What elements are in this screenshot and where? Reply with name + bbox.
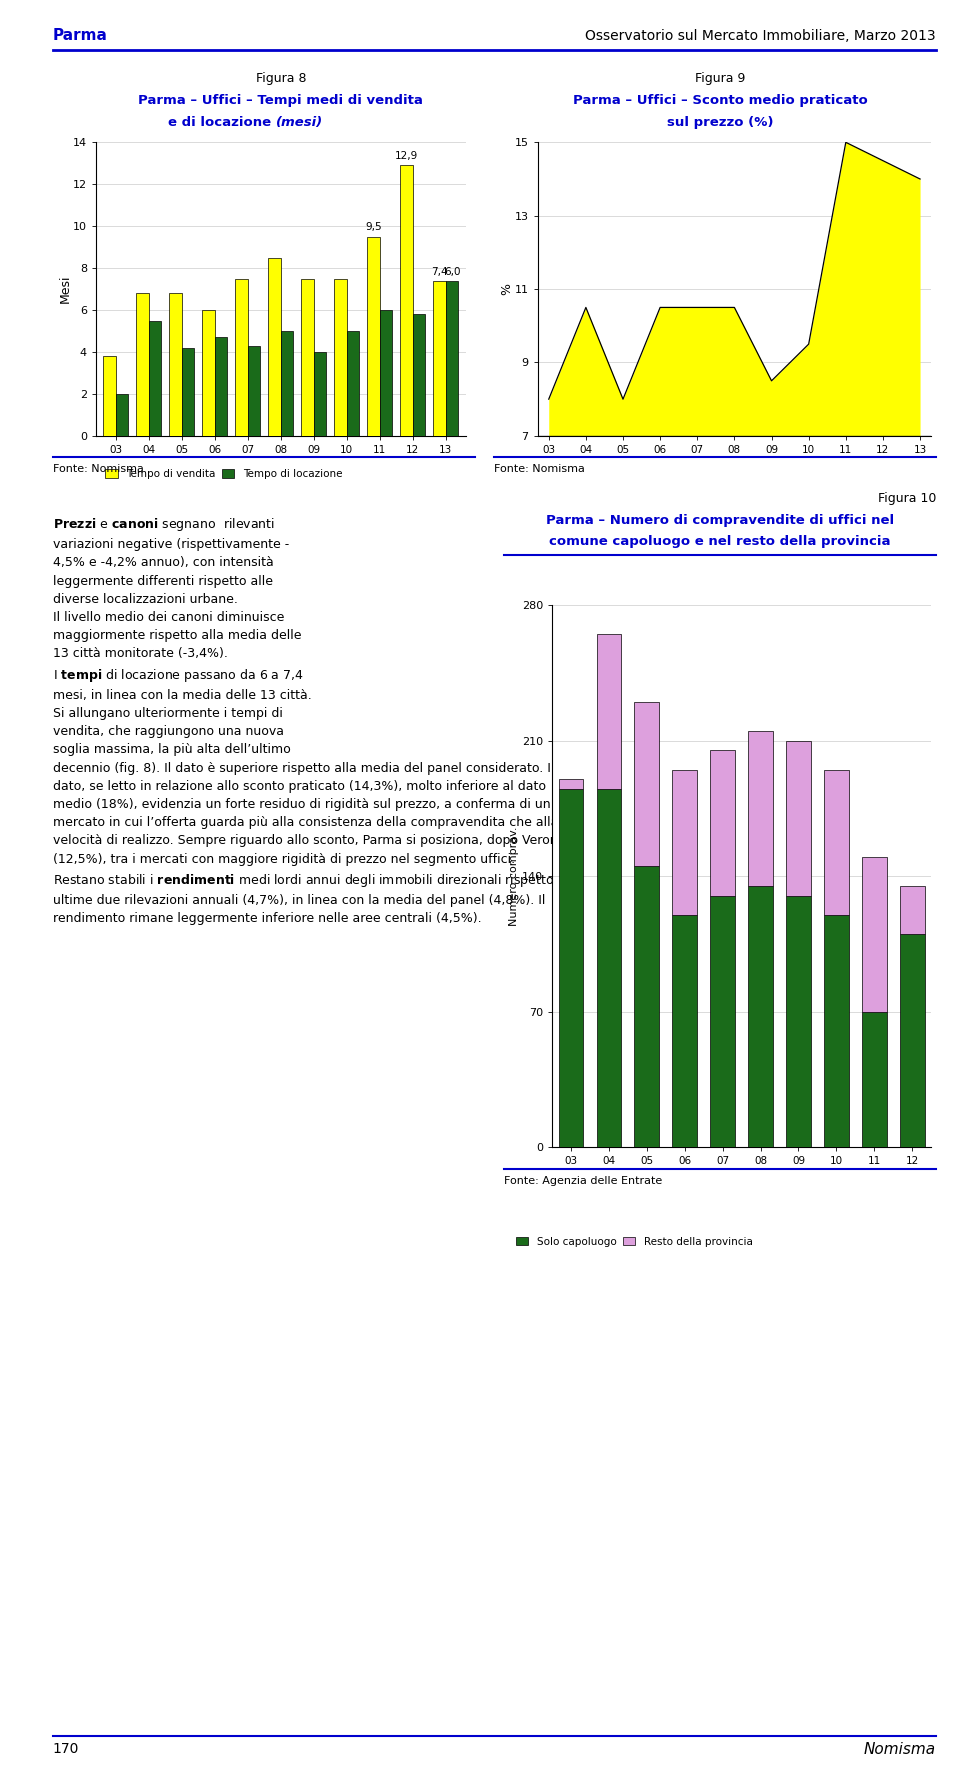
Text: 12,9: 12,9 [395, 151, 419, 162]
Bar [314, 352, 326, 436]
Text: 6,0: 6,0 [444, 267, 461, 276]
Text: (mesi): (mesi) [276, 116, 324, 128]
Text: Figura 10: Figura 10 [877, 493, 936, 505]
Bar [596, 633, 621, 788]
Bar [203, 310, 215, 436]
Bar [368, 237, 380, 436]
Bar [672, 914, 697, 1147]
Bar [400, 165, 413, 436]
Y-axis label: %: % [500, 283, 514, 295]
Bar [710, 895, 735, 1147]
Text: 7,4: 7,4 [431, 267, 448, 276]
Text: Nomisma: Nomisma [864, 1742, 936, 1756]
Bar [824, 770, 849, 914]
Text: Figura 9: Figura 9 [695, 73, 745, 85]
Text: 170: 170 [53, 1742, 79, 1756]
Bar [786, 895, 811, 1147]
Text: Parma – Numero di compravendite di uffici nel: Parma – Numero di compravendite di uffic… [546, 514, 894, 527]
Bar [786, 740, 811, 895]
Bar [900, 934, 924, 1147]
Bar [334, 279, 347, 436]
Bar [215, 338, 228, 436]
Text: Parma – Uffici – Tempi medi di vendita: Parma – Uffici – Tempi medi di vendita [138, 94, 423, 107]
Bar [169, 294, 181, 436]
Bar [635, 701, 660, 866]
Text: Osservatorio sul Mercato Immobiliare, Marzo 2013: Osservatorio sul Mercato Immobiliare, Ma… [586, 28, 936, 43]
Bar [280, 331, 294, 436]
Text: Fonte: Nomisma: Fonte: Nomisma [53, 464, 144, 475]
Text: Parma – Uffici – Sconto medio praticato: Parma – Uffici – Sconto medio praticato [572, 94, 868, 107]
Text: Fonte: Agenzia delle Entrate: Fonte: Agenzia delle Entrate [504, 1176, 662, 1187]
Text: Figura 8: Figura 8 [255, 73, 306, 85]
Bar [301, 279, 314, 436]
Text: 9,5: 9,5 [365, 222, 382, 233]
Text: e di locazione: e di locazione [168, 116, 276, 128]
Bar [248, 345, 260, 436]
Y-axis label: Numero comprav.: Numero comprav. [509, 827, 519, 925]
Bar [862, 857, 887, 1012]
Bar [413, 315, 425, 436]
Bar [900, 886, 924, 934]
Text: sul prezzo (%): sul prezzo (%) [667, 116, 773, 128]
Bar [181, 349, 194, 436]
Bar [433, 281, 445, 436]
Bar [559, 788, 584, 1147]
Legend: Tempo di vendita, Tempo di locazione: Tempo di vendita, Tempo di locazione [101, 464, 347, 484]
Text: Fonte: Nomisma: Fonte: Nomisma [494, 464, 586, 475]
Bar [149, 320, 161, 436]
Bar [235, 279, 248, 436]
Bar [268, 258, 280, 436]
Text: Parma: Parma [53, 28, 108, 43]
Bar [445, 281, 458, 436]
Bar [748, 886, 773, 1147]
Bar [824, 914, 849, 1147]
Bar [635, 866, 660, 1147]
Y-axis label: Mesi: Mesi [59, 274, 71, 304]
Bar [710, 751, 735, 895]
Bar [559, 779, 584, 788]
Bar [347, 331, 359, 436]
Text: $\mathbf{Prezzi}$ e $\mathbf{canoni}$ segnano  rilevanti
variazioni negative (ri: $\mathbf{Prezzi}$ e $\mathbf{canoni}$ se… [53, 516, 581, 925]
Bar [862, 1012, 887, 1147]
Bar [596, 788, 621, 1147]
Bar [136, 294, 149, 436]
Bar [104, 356, 116, 436]
Bar [380, 310, 393, 436]
Bar [748, 731, 773, 886]
Bar [672, 770, 697, 914]
Text: comune capoluogo e nel resto della provincia: comune capoluogo e nel resto della provi… [549, 535, 891, 548]
Bar [116, 393, 129, 436]
Legend: Solo capoluogo, Resto della provincia: Solo capoluogo, Resto della provincia [512, 1233, 756, 1251]
